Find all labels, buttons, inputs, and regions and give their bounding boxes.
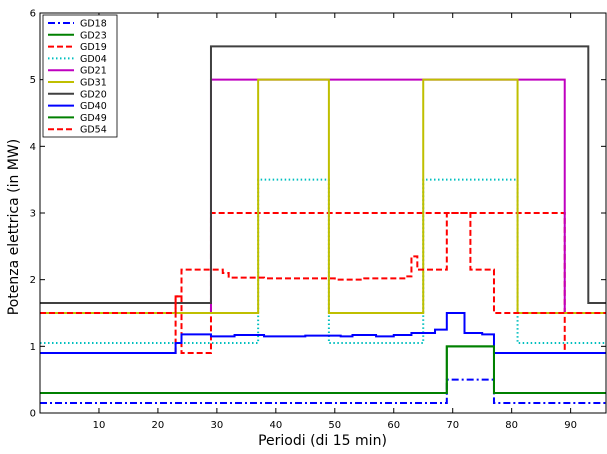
- y-tick-label: 4: [30, 142, 36, 153]
- legend-label: GD40: [80, 101, 107, 112]
- legend-label: GD31: [80, 78, 107, 89]
- legend-label: GD18: [80, 19, 107, 30]
- x-tick-label: 30: [211, 420, 224, 431]
- series-line-gd18: [40, 378, 606, 404]
- x-tick-label: 40: [269, 420, 282, 431]
- series-line-gd54: [40, 212, 606, 314]
- y-tick-label: 3: [30, 209, 36, 220]
- legend-label: GD54: [80, 125, 107, 136]
- tick-layer: 10 20 30 40 50 60 70 80 90 0 1 2 3 4 5 6: [30, 9, 606, 431]
- x-axis-title: Periodi (di 15 min): [258, 433, 387, 449]
- series-line-gd49: [40, 345, 606, 394]
- y-tick-label: 1: [30, 342, 36, 353]
- y-tick-label: 5: [30, 75, 36, 86]
- x-tick-label: 10: [93, 420, 106, 431]
- series-line-gd31: [40, 78, 606, 314]
- x-tick-label: 20: [152, 420, 165, 431]
- legend-label: GD20: [80, 89, 107, 100]
- legend-label: GD19: [80, 42, 107, 53]
- legend-label: GD04: [80, 54, 107, 65]
- y-tick-label: 0: [30, 409, 36, 420]
- x-tick-label: 80: [505, 420, 518, 431]
- legend-label: GD23: [80, 30, 107, 41]
- legend-label: GD21: [80, 66, 107, 77]
- x-tick-label: 90: [564, 420, 577, 431]
- legend-label: GD49: [80, 113, 107, 124]
- x-tick-label: 50: [328, 420, 341, 431]
- series-line-gd20: [40, 45, 606, 304]
- y-tick-label: 6: [30, 9, 36, 20]
- y-tick-label: 2: [30, 275, 36, 286]
- series-line-gd40: [40, 312, 606, 354]
- series-layer: [40, 45, 606, 404]
- x-tick-label: 70: [446, 420, 459, 431]
- x-tick-label: 60: [387, 420, 400, 431]
- y-axis-title: Potenza elettrica (in MW): [6, 138, 22, 316]
